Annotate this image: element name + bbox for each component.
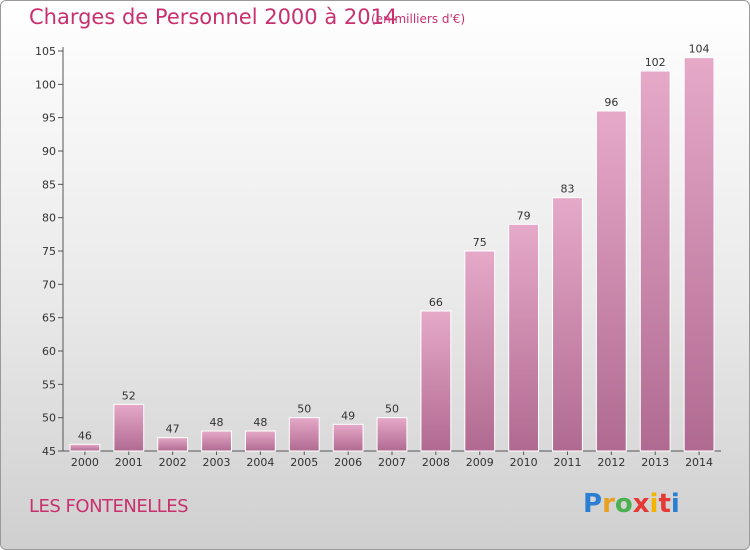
- data-label-2011: 83: [560, 183, 574, 196]
- y-tick-label: 80: [42, 212, 56, 225]
- y-tick-label: 70: [42, 278, 56, 291]
- bar-2009: [464, 250, 496, 452]
- y-tick-label: 95: [42, 112, 56, 125]
- bar-2003: [201, 430, 232, 452]
- y-tick-label: 50: [42, 412, 56, 425]
- bars: 46 52 47 48 48 50 49 50 66 75 79 83 96 102 104: [69, 43, 715, 452]
- data-label-2012: 96: [604, 96, 618, 109]
- x-tick-label-2001: 2001: [115, 456, 143, 469]
- y-tick-label: 75: [42, 245, 56, 258]
- bar-2000: [69, 443, 101, 452]
- y-tick-label: 85: [42, 178, 56, 191]
- bar-2005: [288, 417, 320, 452]
- bar-2012: [595, 110, 627, 452]
- bar-2008: [420, 310, 452, 452]
- y-tick-label: 45: [42, 445, 56, 458]
- x-tick-label-2004: 2004: [246, 456, 274, 469]
- data-label-2006: 49: [341, 409, 355, 422]
- y-axis: 45 50 55 60 65 70 75 80 85 90 95 100 105: [35, 45, 64, 458]
- logo-letter: t: [658, 489, 671, 519]
- x-tick-label-2009: 2009: [466, 456, 494, 469]
- bar-2014: [683, 57, 715, 452]
- y-tick-label: 60: [42, 345, 56, 358]
- bar-2006: [332, 423, 364, 452]
- logo-letter: o: [614, 489, 633, 519]
- y-tick-label: 55: [42, 378, 56, 391]
- y-tick-label: 100: [35, 78, 56, 91]
- bar-2010: [508, 223, 540, 452]
- logo-letter: x: [632, 489, 650, 519]
- chart-subtitle: (en milliers d'€): [371, 12, 466, 26]
- data-label-2000: 46: [78, 429, 92, 442]
- x-tick-label-2014: 2014: [685, 456, 713, 469]
- bar-2002: [157, 437, 189, 452]
- x-tick-label-2008: 2008: [422, 456, 450, 469]
- x-tick-label-2010: 2010: [510, 456, 538, 469]
- logo-letter: i: [649, 489, 659, 519]
- data-label-2008: 66: [429, 296, 443, 309]
- x-tick-label-2005: 2005: [290, 456, 318, 469]
- logo-letter: i: [670, 489, 680, 519]
- data-label-2010: 79: [517, 209, 531, 222]
- x-tick-label-2007: 2007: [378, 456, 406, 469]
- x-tick-label-2011: 2011: [553, 456, 581, 469]
- data-label-2001: 52: [122, 389, 136, 402]
- data-label-2003: 48: [210, 416, 224, 429]
- x-tick-label-2006: 2006: [334, 456, 362, 469]
- data-label-2009: 75: [473, 236, 487, 249]
- x-tick-label-2013: 2013: [641, 456, 669, 469]
- data-label-2014: 104: [689, 43, 710, 56]
- x-tick-label-2002: 2002: [159, 456, 187, 469]
- x-tick-label-2000: 2000: [71, 456, 99, 469]
- data-label-2002: 47: [166, 423, 180, 436]
- y-tick-label: 90: [42, 145, 56, 158]
- data-label-2013: 102: [645, 56, 666, 69]
- bar-2001: [113, 403, 145, 452]
- chart-title: Charges de Personnel 2000 à 2014: [29, 5, 398, 29]
- x-tick-label-2012: 2012: [597, 456, 625, 469]
- y-tick-label: 105: [35, 45, 56, 58]
- y-tick-label: 65: [42, 312, 56, 325]
- bar-2004: [244, 430, 276, 452]
- logo-letter: r: [602, 489, 615, 519]
- bar-2011: [552, 197, 583, 452]
- data-label-2005: 50: [297, 403, 311, 416]
- x-tick-label-2003: 2003: [203, 456, 231, 469]
- bar-2007: [376, 417, 408, 452]
- logo-letter: P: [583, 489, 603, 519]
- x-axis: 2000 2001 2002 2003 2004 2005 2006 2007 2008 2009…: [63, 450, 721, 469]
- data-label-2007: 50: [385, 403, 399, 416]
- bar-2013: [639, 70, 671, 452]
- place-name: LES FONTENELLES: [29, 496, 189, 517]
- data-label-2004: 48: [253, 416, 267, 429]
- proxiti-logo: Proxiti: [583, 489, 680, 519]
